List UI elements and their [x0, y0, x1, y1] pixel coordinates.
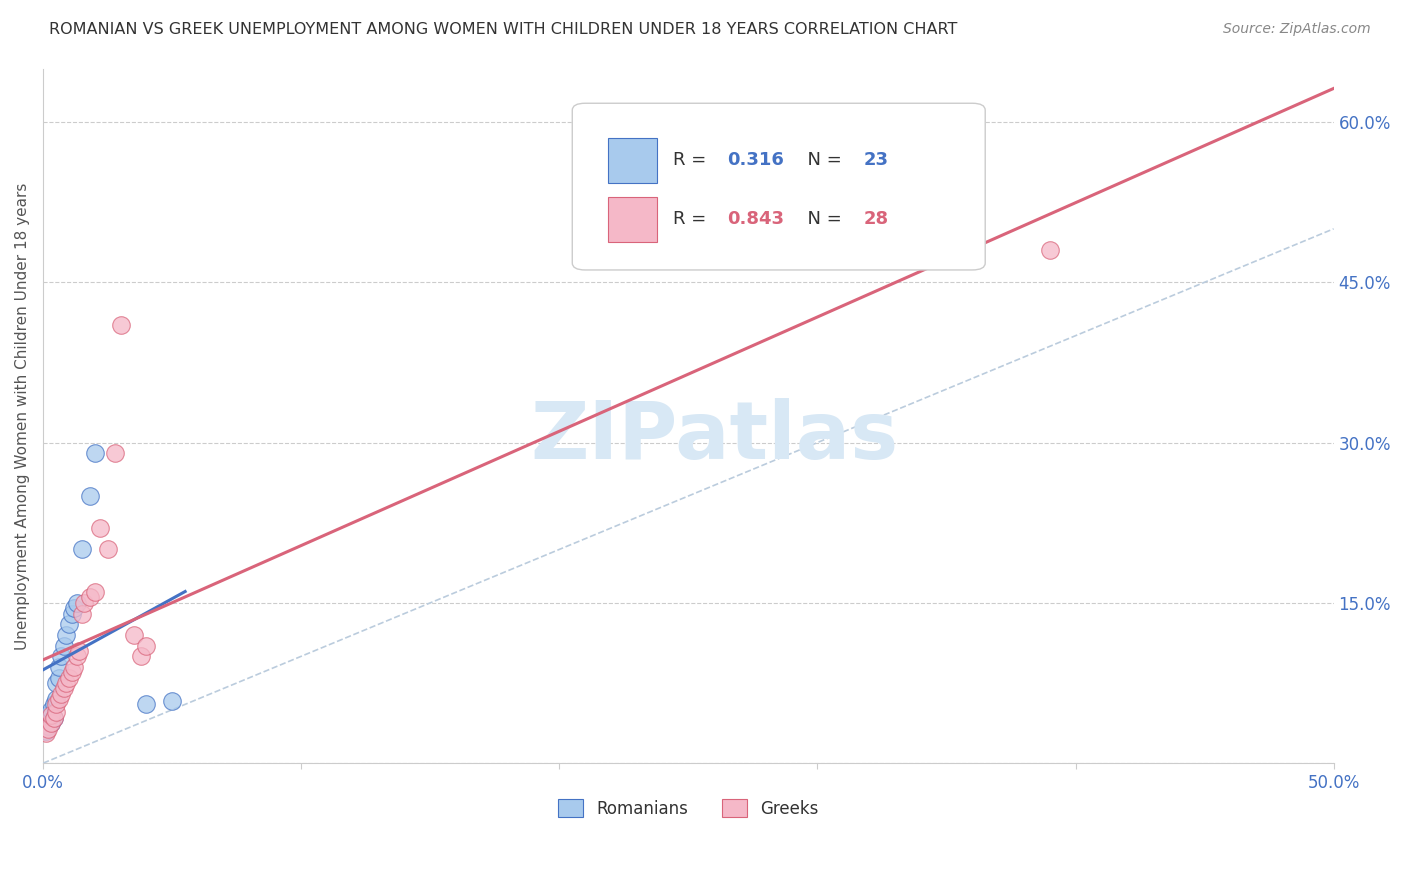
- Point: [37, 708, 59, 723]
- Point: [52, 681, 75, 696]
- Point: [39, 708, 62, 723]
- Point: [48, 692, 70, 706]
- Point: [39, 703, 62, 717]
- Point: [35, 726, 58, 740]
- Point: [42, 711, 65, 725]
- FancyBboxPatch shape: [609, 138, 658, 183]
- Text: 28: 28: [863, 211, 889, 228]
- Y-axis label: Unemployment Among Women with Children Under 18 years: Unemployment Among Women with Children U…: [15, 182, 30, 649]
- Point: [63, 660, 86, 674]
- Point: [45, 698, 67, 712]
- Point: [79, 489, 101, 503]
- Point: [60, 665, 83, 680]
- Point: [45, 692, 67, 706]
- Point: [83, 585, 105, 599]
- Text: 0.843: 0.843: [727, 211, 785, 228]
- Point: [79, 591, 101, 605]
- Point: [97, 542, 120, 557]
- Point: [58, 617, 80, 632]
- Point: [55, 676, 77, 690]
- Point: [37, 719, 59, 733]
- Point: [45, 705, 67, 719]
- Point: [83, 446, 105, 460]
- Point: [122, 628, 145, 642]
- Point: [70, 607, 93, 621]
- Point: [48, 660, 70, 674]
- Point: [39, 715, 62, 730]
- Point: [37, 722, 59, 736]
- Text: Source: ZipAtlas.com: Source: ZipAtlas.com: [1223, 22, 1371, 37]
- Text: 23: 23: [863, 152, 889, 169]
- Legend: Romanians, Greeks: Romanians, Greeks: [551, 793, 825, 824]
- Point: [73, 596, 96, 610]
- Point: [63, 601, 86, 615]
- FancyBboxPatch shape: [609, 197, 658, 242]
- Point: [135, 698, 157, 712]
- Text: R =: R =: [673, 211, 711, 228]
- Text: ZIPatlas: ZIPatlas: [530, 398, 898, 475]
- Point: [55, 628, 77, 642]
- Point: [66, 649, 89, 664]
- Point: [60, 607, 83, 621]
- Point: [42, 698, 65, 712]
- Point: [89, 521, 111, 535]
- Point: [66, 596, 89, 610]
- Text: R =: R =: [673, 152, 711, 169]
- Text: 0.316: 0.316: [727, 152, 785, 169]
- Text: N =: N =: [796, 211, 846, 228]
- Text: ROMANIAN VS GREEK UNEMPLOYMENT AMONG WOMEN WITH CHILDREN UNDER 18 YEARS CORRELAT: ROMANIAN VS GREEK UNEMPLOYMENT AMONG WOM…: [49, 22, 957, 37]
- Point: [42, 711, 65, 725]
- Point: [58, 671, 80, 685]
- Point: [51, 649, 73, 664]
- Point: [129, 649, 152, 664]
- FancyBboxPatch shape: [572, 103, 986, 270]
- Point: [1039, 243, 1062, 257]
- Point: [104, 446, 127, 460]
- Point: [39, 715, 62, 730]
- Point: [67, 644, 90, 658]
- Point: [110, 318, 132, 332]
- Point: [51, 687, 73, 701]
- Point: [52, 639, 75, 653]
- Point: [48, 671, 70, 685]
- Point: [35, 724, 58, 739]
- Text: N =: N =: [796, 152, 846, 169]
- Point: [45, 676, 67, 690]
- Point: [135, 639, 157, 653]
- Point: [70, 542, 93, 557]
- Point: [162, 694, 184, 708]
